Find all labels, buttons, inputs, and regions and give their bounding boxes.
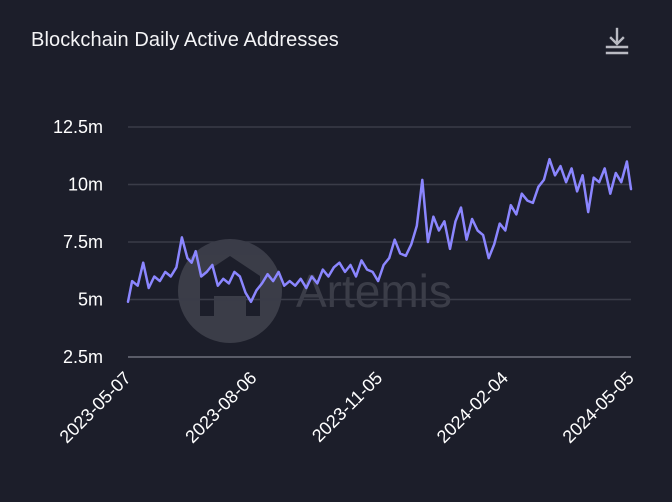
y-tick-label: 2.5m [63, 347, 103, 367]
y-tick-label: 10m [68, 175, 103, 195]
y-tick-label: 5m [78, 290, 103, 310]
x-tick-label: 2024-02-04 [433, 368, 512, 447]
grid [128, 126, 631, 358]
y-tick-label: 12.5m [53, 117, 103, 137]
series-layer [126, 157, 633, 304]
x-tick-label: 2024-05-05 [559, 368, 638, 447]
x-tick-label: 2023-08-06 [181, 368, 260, 447]
x-tick-label: 2023-05-07 [56, 368, 135, 447]
x-tick-label: 2023-11-05 [308, 368, 386, 446]
y-axis: 2.5m 5m 7.5m 10m 12.5m [53, 117, 103, 367]
x-axis: 2023-05-07 2023-08-06 2023-11-05 2024-02-04… [56, 368, 638, 447]
artemis-logo-icon [178, 239, 282, 343]
watermark: Artemis [178, 239, 452, 343]
chart-title: Blockchain Daily Active Addresses [31, 29, 339, 51]
download-icon[interactable] [602, 24, 632, 58]
series-line [126, 157, 633, 304]
y-tick-label: 7.5m [63, 232, 103, 252]
